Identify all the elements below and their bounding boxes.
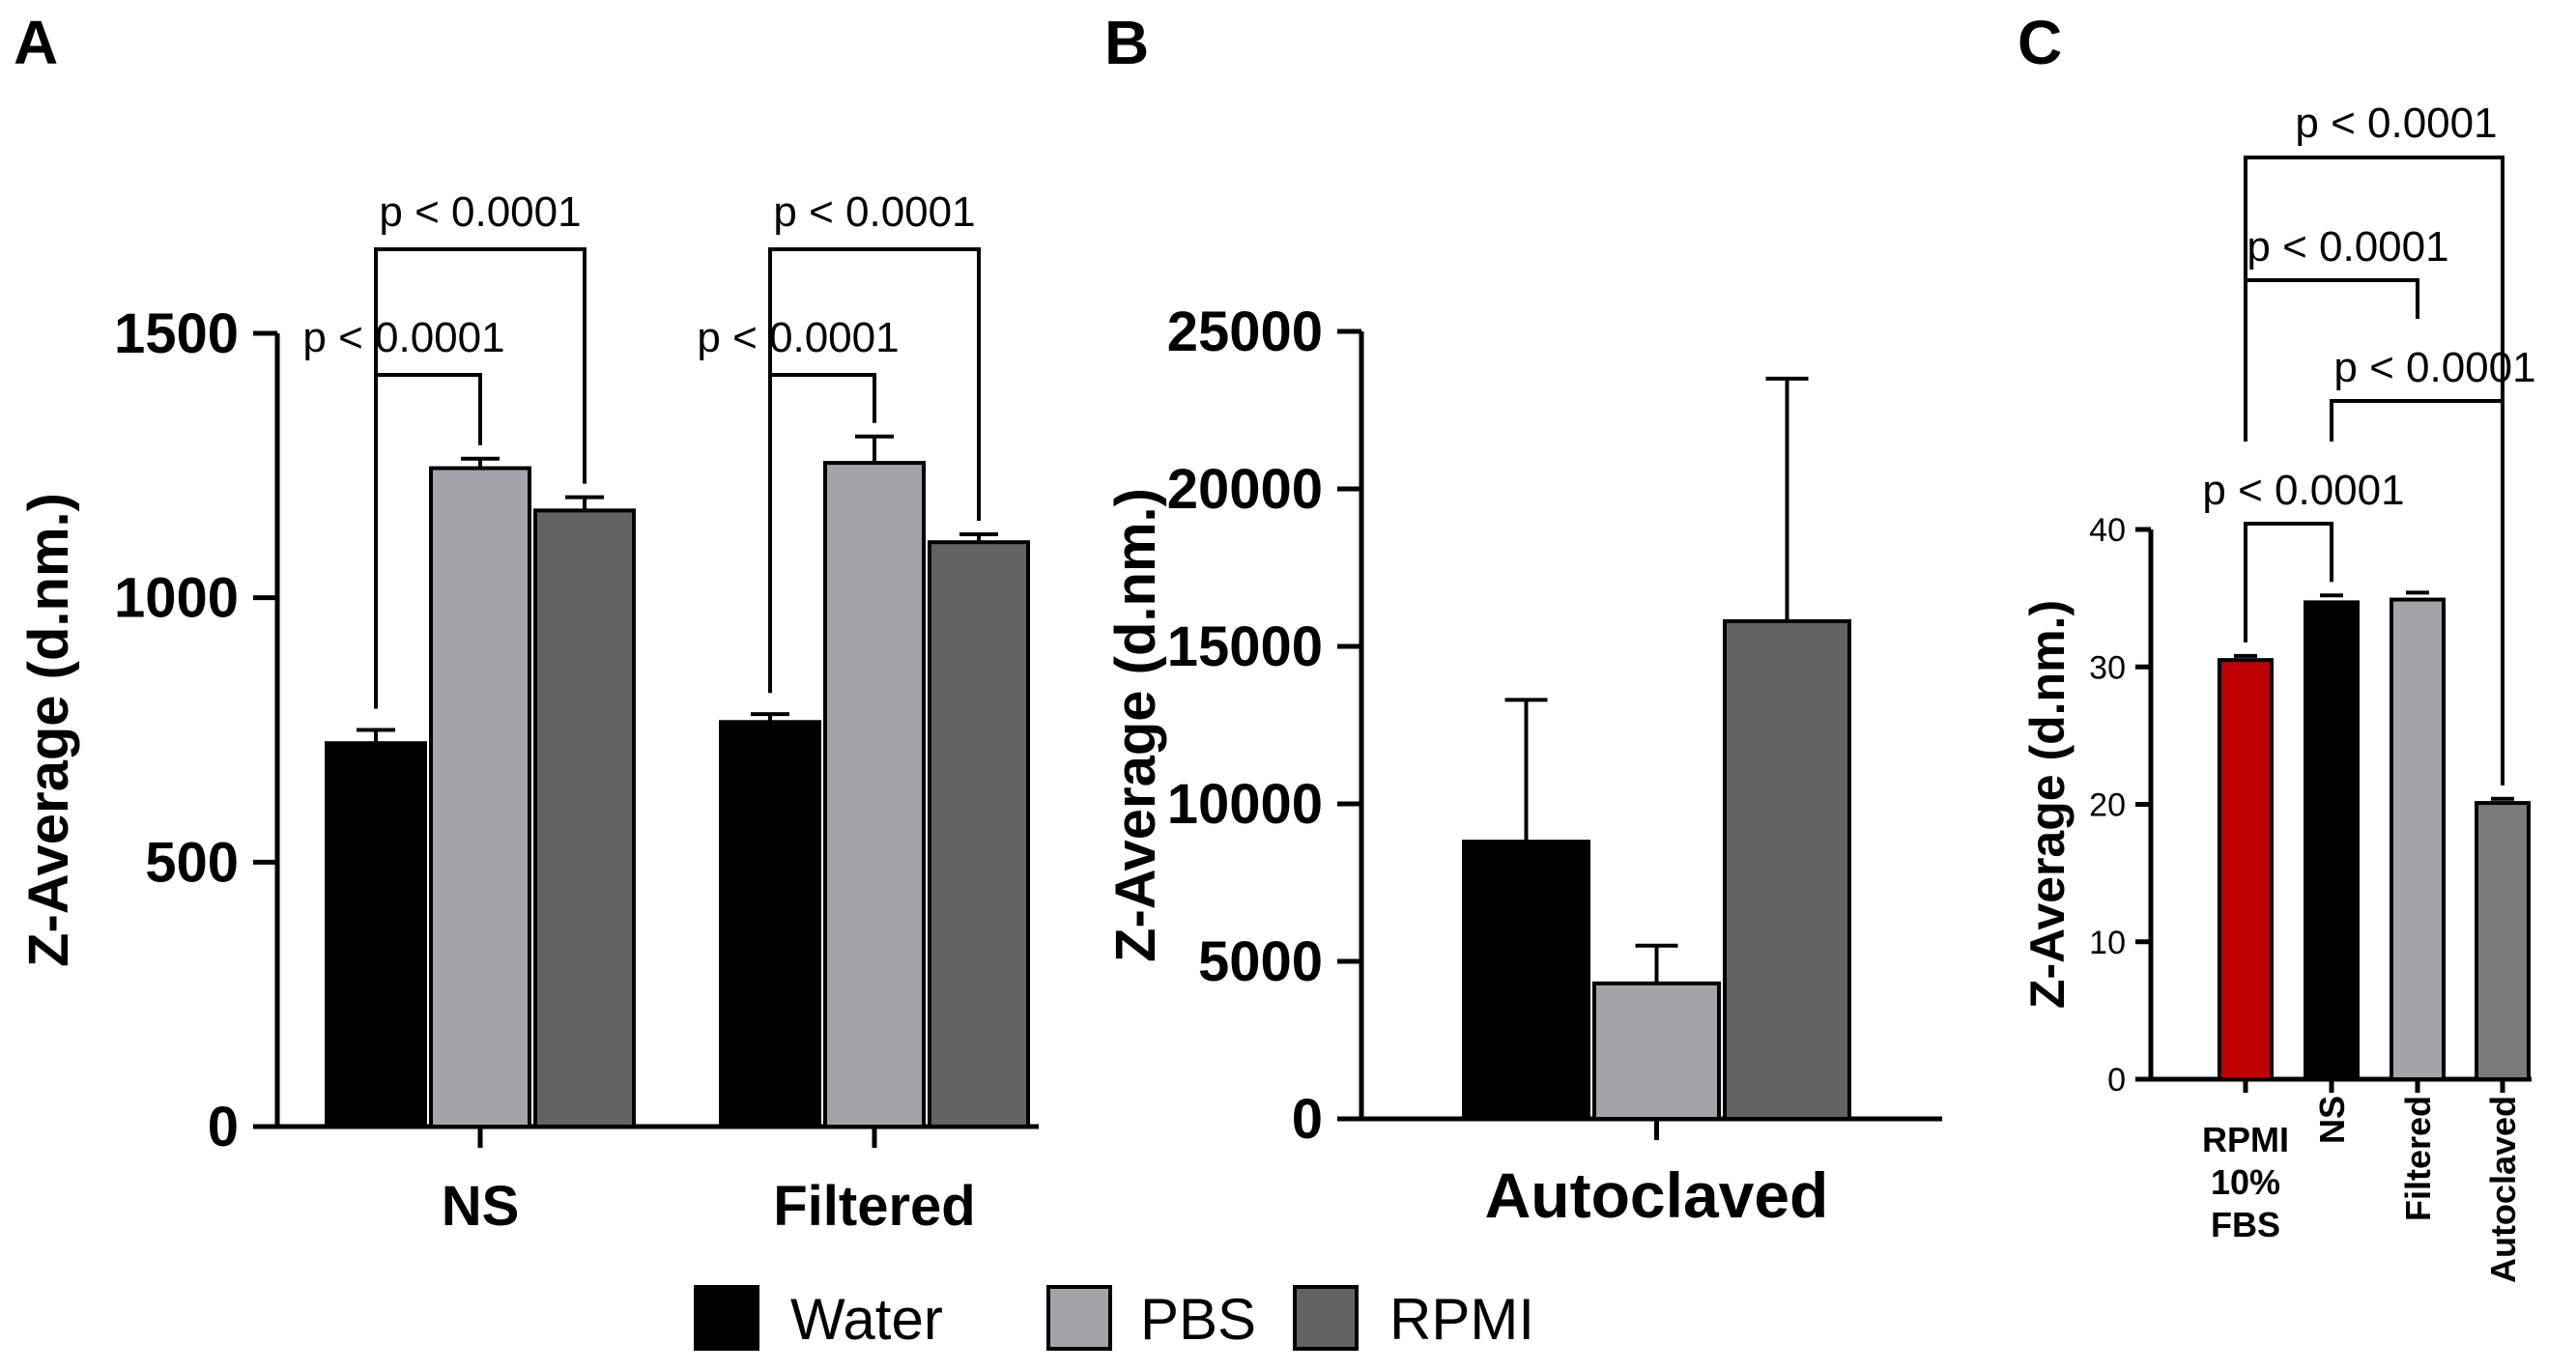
panel-label-c: C bbox=[2018, 8, 2062, 77]
panel-label-a: A bbox=[14, 8, 58, 77]
legend-swatch-rpmi bbox=[1293, 1285, 1359, 1351]
significance-bracket bbox=[2330, 399, 2504, 785]
y-tick-label: 10 bbox=[2089, 925, 2126, 961]
bar-rpmi-ns bbox=[533, 508, 636, 1128]
y-tick-label: 15000 bbox=[1167, 615, 1323, 678]
significance-bracket bbox=[374, 247, 587, 709]
bar-pbs-ns bbox=[429, 466, 531, 1128]
category-label: Autoclaved bbox=[2483, 1096, 2523, 1283]
bar-rpmi-filtered bbox=[928, 540, 1030, 1128]
bar-rpmi-fbs bbox=[2218, 658, 2274, 1081]
significance-label: p < 0.0001 bbox=[773, 188, 975, 236]
legend: Water PBS RPMI bbox=[694, 1285, 1534, 1352]
category-label: Filtered bbox=[2398, 1096, 2438, 1221]
y-tick-label: 40 bbox=[2089, 512, 2126, 549]
bar-water-filtered bbox=[719, 720, 821, 1128]
y-tick-label: 25000 bbox=[1167, 300, 1323, 363]
y-tick-label: 1500 bbox=[114, 302, 239, 365]
y-tick-label: 20 bbox=[2089, 787, 2126, 824]
significance-label: p < 0.0001 bbox=[379, 188, 581, 236]
bar-autoclaved bbox=[2475, 801, 2531, 1081]
bar-water-autoclaved bbox=[1462, 840, 1590, 1121]
significance-label: p < 0.0001 bbox=[2333, 344, 2535, 391]
bar-water-ns bbox=[325, 741, 427, 1129]
y-tick-label: 20000 bbox=[1167, 458, 1323, 521]
category-label: Autoclaved bbox=[1485, 1159, 1829, 1231]
category-label: NS bbox=[442, 1175, 520, 1238]
bar-pbs-filtered bbox=[823, 461, 926, 1128]
legend-label-water: Water bbox=[790, 1287, 943, 1352]
y-tick-label: 5000 bbox=[1198, 930, 1323, 993]
category-label: NS bbox=[2312, 1096, 2352, 1144]
significance-bracket bbox=[768, 247, 981, 694]
bar-ns bbox=[2304, 600, 2360, 1082]
y-tick-label: 500 bbox=[145, 831, 239, 894]
category-label: Filtered bbox=[773, 1175, 976, 1238]
significance-bracket bbox=[2244, 278, 2419, 442]
y-axis-label: Z-Average (d.nm.) bbox=[17, 493, 80, 967]
y-tick-label: 0 bbox=[208, 1096, 239, 1158]
significance-label: p < 0.0001 bbox=[697, 314, 899, 361]
category-label: RPMI 10% FBS bbox=[2202, 1120, 2289, 1244]
legend-swatch-water bbox=[694, 1285, 759, 1351]
panel-b-chart: 0 5000 10000 15000 20000 25000 Z-Average (d.nm… bbox=[1104, 300, 1942, 1231]
y-tick-label: 0 bbox=[2107, 1062, 2126, 1099]
y-tick-label: 30 bbox=[2089, 649, 2126, 686]
significance-label: p < 0.0001 bbox=[2295, 100, 2497, 147]
bar-filtered bbox=[2390, 597, 2446, 1081]
bar-pbs-autoclaved bbox=[1592, 981, 1721, 1121]
y-axis-label: Z-Average (d.nm.) bbox=[2020, 600, 2075, 1009]
significance-label: p < 0.0001 bbox=[2247, 223, 2448, 271]
y-axis-label: Z-Average (d.nm.) bbox=[1104, 488, 1167, 962]
y-tick-label: 0 bbox=[1292, 1088, 1323, 1151]
panel-label-b: B bbox=[1104, 8, 1149, 77]
significance-label: p < 0.0001 bbox=[2202, 467, 2404, 514]
significance-label: p < 0.0001 bbox=[302, 314, 504, 361]
bar-rpmi-autoclaved bbox=[1723, 618, 1851, 1121]
panel-c-chart: 0 10 20 30 40 Z-Average (d.nm.) RPMI 10% FBS NS Fi… bbox=[2020, 100, 2536, 1283]
y-tick-label: 10000 bbox=[1167, 773, 1323, 836]
legend-swatch-pbs bbox=[1046, 1285, 1112, 1351]
y-tick-label: 1000 bbox=[114, 567, 239, 630]
significance-bracket bbox=[2244, 522, 2333, 643]
panel-a-chart: 0 500 1000 1500 Z-Average (d.nm.) NS Filtered p… bbox=[17, 188, 1039, 1238]
legend-label-pbs: PBS bbox=[1140, 1287, 1256, 1352]
legend-label-rpmi: RPMI bbox=[1389, 1287, 1534, 1352]
